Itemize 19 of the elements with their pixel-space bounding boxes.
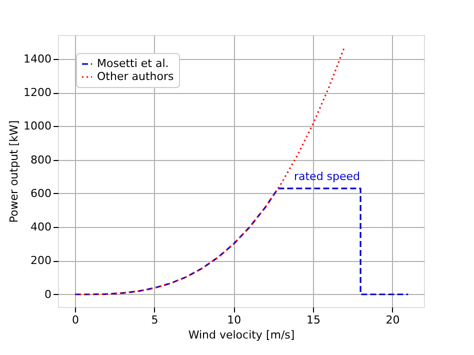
y-tick-label: 1000 [24, 120, 52, 133]
x-tick-label: 10 [227, 314, 242, 326]
x-tick-label: 15 [306, 314, 320, 326]
y-axis-title: Power output [kW] [8, 120, 21, 223]
legend-label: Mosetti et al. [97, 57, 169, 70]
y-tick-label: 600 [30, 186, 52, 200]
y-tick-label: 800 [30, 153, 52, 166]
line-series [74, 188, 409, 296]
annotation: rated speed [294, 170, 360, 183]
y-tick-label: 400 [30, 220, 52, 234]
y-tick-label: 200 [30, 254, 52, 268]
y-tick-label: 1400 [24, 52, 52, 66]
x-tick-label: 5 [151, 314, 158, 326]
x-tick-label: 0 [72, 314, 79, 326]
x-axis-title: Wind velocity [m/s] [188, 328, 295, 342]
x-tick-label: 20 [386, 314, 400, 326]
legend-label: Other authors [97, 70, 174, 83]
y-tick-label: 0 [44, 288, 52, 301]
y-tick-label: 1200 [24, 86, 52, 100]
